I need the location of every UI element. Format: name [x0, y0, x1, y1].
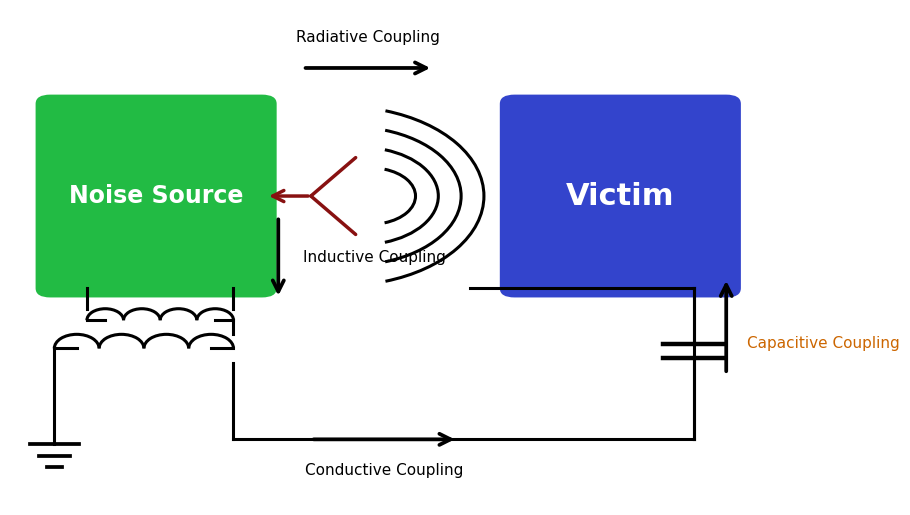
Text: Capacitive Coupling: Capacitive Coupling	[746, 336, 899, 351]
FancyBboxPatch shape	[35, 95, 277, 298]
Text: Noise Source: Noise Source	[69, 184, 243, 208]
Text: Conductive Coupling: Conductive Coupling	[305, 462, 463, 477]
FancyBboxPatch shape	[500, 95, 741, 298]
Text: Inductive Coupling: Inductive Coupling	[303, 250, 446, 265]
Text: Victim: Victim	[566, 181, 674, 211]
Text: Radiative Coupling: Radiative Coupling	[296, 30, 440, 45]
